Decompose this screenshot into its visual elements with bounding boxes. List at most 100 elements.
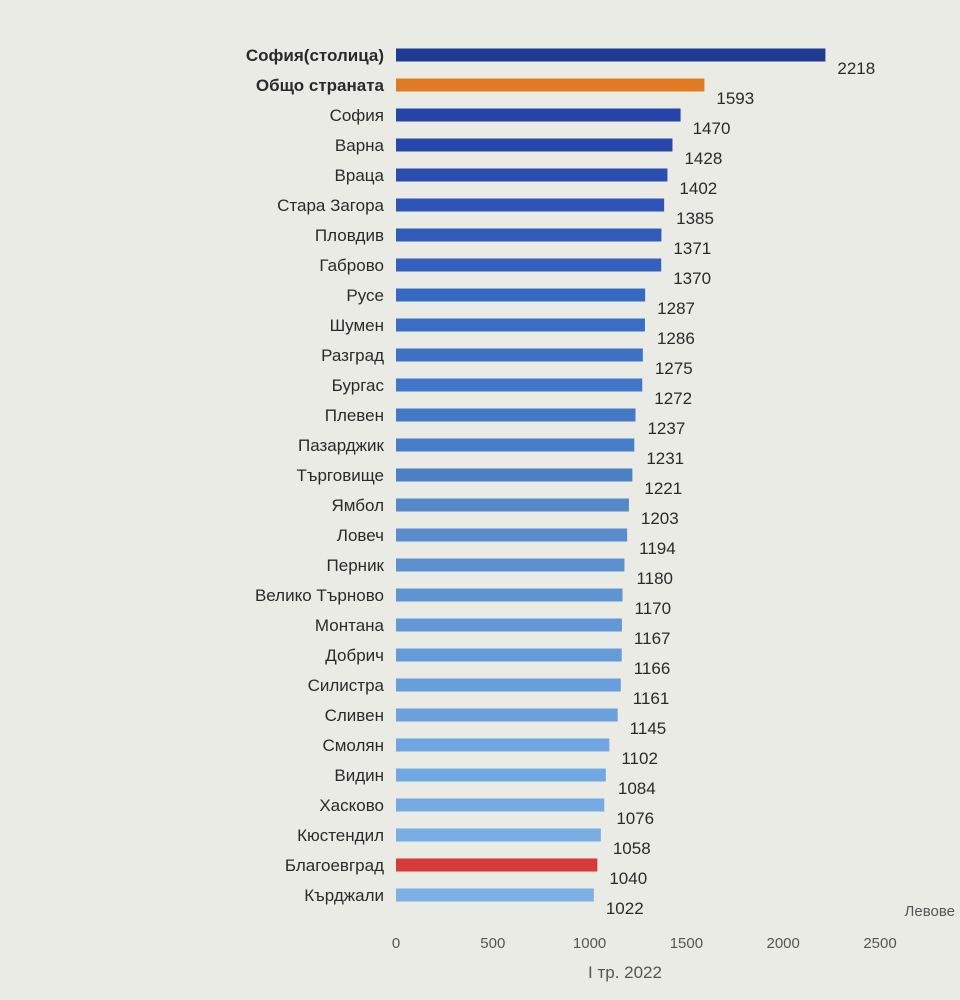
- category-label: Ловеч: [337, 526, 384, 545]
- category-label: Шумен: [330, 316, 384, 335]
- bar: [396, 498, 629, 512]
- category-label: Кърджали: [304, 886, 384, 905]
- value-label: 1076: [616, 809, 654, 828]
- bar: [396, 768, 606, 782]
- value-label: 1058: [613, 839, 651, 858]
- bars-layer: [396, 48, 826, 902]
- category-label: Сливен: [325, 706, 384, 725]
- category-label: Добрич: [325, 646, 384, 665]
- category-label: Враца: [335, 166, 385, 185]
- category-label: Пазарджик: [298, 436, 385, 455]
- bar: [396, 228, 662, 242]
- bar: [396, 708, 618, 722]
- category-label: Хасково: [319, 796, 384, 815]
- bar: [396, 798, 605, 812]
- category-label: София: [330, 106, 384, 125]
- value-label: 1170: [635, 599, 672, 618]
- bar: [396, 588, 623, 602]
- category-label: Силистра: [308, 676, 385, 695]
- category-label: Варна: [335, 136, 385, 155]
- x-axis-title: I тр. 2022: [588, 963, 662, 982]
- category-label: Смолян: [322, 736, 384, 755]
- value-label: 1180: [636, 569, 673, 588]
- category-label: Кюстендил: [297, 826, 384, 845]
- bar: [396, 288, 646, 302]
- value-label: 1167: [634, 629, 671, 648]
- category-label: Видин: [334, 766, 384, 785]
- category-label: Ямбол: [331, 496, 384, 515]
- bar: [396, 438, 635, 452]
- x-tick-label: 0: [392, 935, 400, 952]
- x-tick-label: 1500: [670, 935, 703, 952]
- bar: [396, 348, 643, 362]
- bar: [396, 168, 668, 182]
- value-label: 1203: [641, 509, 679, 528]
- value-label: 1272: [654, 389, 692, 408]
- x-tick-label: 2500: [863, 935, 896, 952]
- bar: [396, 678, 621, 692]
- category-label: Бургас: [332, 376, 385, 395]
- value-label: 2218: [837, 59, 875, 78]
- value-label: 1370: [673, 269, 711, 288]
- bar: [396, 78, 705, 92]
- bar: [396, 858, 598, 872]
- value-label: 1231: [646, 449, 684, 468]
- value-label: 1287: [657, 299, 695, 318]
- bar: [396, 828, 601, 842]
- value-label: 1275: [655, 359, 693, 378]
- value-label: 1371: [673, 239, 711, 258]
- bar: [396, 888, 594, 902]
- value-label: 1470: [693, 119, 731, 138]
- value-label: 1428: [684, 149, 722, 168]
- category-label: София(столица): [246, 46, 384, 65]
- value-label: 1040: [609, 869, 647, 888]
- x-tick-label: 1000: [573, 935, 606, 952]
- bar: [396, 138, 673, 152]
- category-label: Благоевград: [285, 856, 384, 875]
- value-label: 1221: [644, 479, 682, 498]
- bar: [396, 558, 625, 572]
- value-label: 1102: [621, 749, 658, 768]
- value-label: 1161: [633, 689, 670, 708]
- bar: [396, 468, 633, 482]
- bar: [396, 198, 665, 212]
- value-label: 1402: [679, 179, 717, 198]
- bar: [396, 648, 622, 662]
- category-label: Пловдив: [315, 226, 384, 245]
- bar: [396, 528, 628, 542]
- category-label: Разград: [321, 346, 384, 365]
- value-label: 1194: [639, 539, 676, 558]
- value-label: 1166: [634, 659, 671, 678]
- category-label: Плевен: [325, 406, 384, 425]
- value-label: 1593: [716, 89, 754, 108]
- category-labels: София(столица) Общо страната София Варна Вра…: [246, 46, 385, 905]
- bar: [396, 318, 645, 332]
- x-tick-label: 2000: [767, 935, 800, 952]
- bar: [396, 378, 643, 392]
- category-label: Габрово: [319, 256, 384, 275]
- value-label: 1286: [657, 329, 695, 348]
- bar: [396, 618, 622, 632]
- value-label: 1084: [618, 779, 656, 798]
- category-label: Монтана: [315, 616, 385, 635]
- value-label: 1022: [606, 899, 644, 918]
- bar: [396, 738, 610, 752]
- bar: [396, 408, 636, 422]
- category-label: Търговище: [296, 466, 384, 485]
- category-label: Русе: [346, 286, 384, 305]
- bar: [396, 258, 662, 272]
- category-label: Общо страната: [256, 76, 385, 95]
- x-tick-label: 500: [480, 935, 505, 952]
- value-label: 1237: [647, 419, 685, 438]
- value-label: 1385: [676, 209, 714, 228]
- x-axis-ticks: 0 500 1000 1500 2000 2500: [392, 935, 897, 952]
- category-label: Велико Търново: [255, 586, 384, 605]
- category-label: Перник: [327, 556, 385, 575]
- bar: [396, 48, 826, 62]
- bar: [396, 108, 681, 122]
- unit-label: Левове: [905, 903, 955, 920]
- value-label: 1145: [630, 719, 667, 738]
- category-label: Стара Загора: [277, 196, 384, 215]
